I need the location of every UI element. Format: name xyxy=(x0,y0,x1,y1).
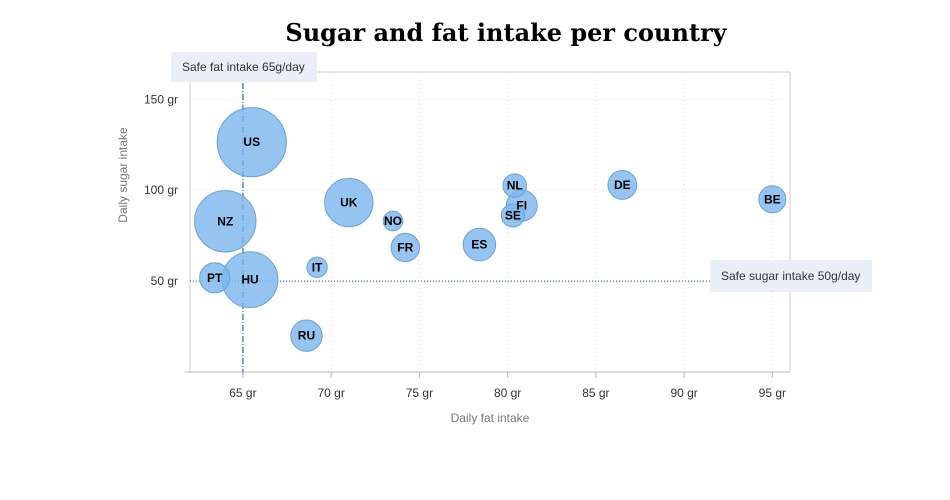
bubble-nz[interactable] xyxy=(194,190,257,253)
grid-lines xyxy=(190,72,790,372)
x-tick-label: 80 gr xyxy=(494,386,521,400)
bubble-label-fi: FI xyxy=(516,199,527,213)
bubble-be[interactable] xyxy=(758,185,787,214)
bubble-label-es: ES xyxy=(471,238,487,252)
chart-title: Sugar and fat intake per country xyxy=(285,18,727,47)
bubble-no[interactable] xyxy=(382,210,404,232)
bubble-label-it: IT xyxy=(312,260,323,274)
bubble-label-nz: NZ xyxy=(217,214,233,228)
y-tick-label: 100 gr xyxy=(144,183,178,197)
x-tick-label: 90 gr xyxy=(670,386,697,400)
x-tick-label: 65 gr xyxy=(229,386,256,400)
bubble-label-nl: NL xyxy=(507,179,523,193)
sugar-reference-label-box xyxy=(710,260,872,292)
bubble-label-fr: FR xyxy=(397,240,413,254)
fat-reference-label: Safe fat intake 65g/day xyxy=(182,60,305,74)
bubble-label-de: DE xyxy=(614,178,631,192)
bubble-label-no: NO xyxy=(384,214,402,228)
y-axis-title: Daily sugar intake xyxy=(116,127,130,223)
bubble-label-us: US xyxy=(243,135,260,149)
x-axis-title: Daily fat intake xyxy=(451,411,530,425)
x-tick-label: 70 gr xyxy=(317,386,344,400)
bubble-se[interactable] xyxy=(500,203,526,228)
bubble-label-hu: HU xyxy=(241,273,258,287)
fat-reference-label-box xyxy=(171,52,317,82)
bubble-label-se: SE xyxy=(505,208,521,222)
bubble-pt[interactable] xyxy=(199,262,231,294)
bubble-de[interactable] xyxy=(607,170,638,200)
axes: 65 gr 70 gr 75 gr 80 gr 85 gr 90 gr 95 gr 50 gr… xyxy=(144,92,790,400)
bubble-nl[interactable] xyxy=(502,173,527,198)
reference-lines xyxy=(190,72,790,376)
bubble-label-uk: UK xyxy=(340,196,358,210)
y-tick-label: 50 gr xyxy=(151,274,178,288)
bubble-label-be: BE xyxy=(764,192,781,206)
bubble-it[interactable] xyxy=(306,256,328,278)
bubbles: US NZ HU UK ES RU FI PT DE FR BE NL SE IT NO xyxy=(194,107,787,352)
bubble-es[interactable] xyxy=(462,227,497,262)
plot-area xyxy=(189,71,791,373)
sugar-reference-label: Safe sugar intake 50g/day xyxy=(721,269,860,283)
bubble-label-pt: PT xyxy=(207,271,223,285)
y-tick-label: 150 gr xyxy=(144,92,178,106)
bubble-ru[interactable] xyxy=(290,319,323,352)
x-tick-label: 85 gr xyxy=(582,386,609,400)
bubble-us[interactable] xyxy=(216,107,287,178)
x-tick-label: 75 gr xyxy=(406,386,433,400)
reference-labels: Safe fat intake 65g/day Safe sugar intake… xyxy=(171,52,872,292)
bubble-uk[interactable] xyxy=(324,177,374,228)
plot-border xyxy=(189,71,791,373)
bubble-fr[interactable] xyxy=(390,232,421,263)
x-tick-label: 95 gr xyxy=(759,386,786,400)
bubble-label-ru: RU xyxy=(298,329,315,343)
